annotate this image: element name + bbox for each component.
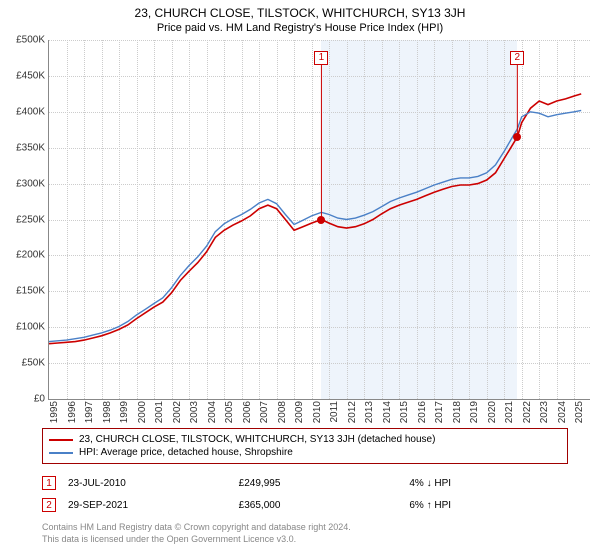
y-axis-label: £100K [16,322,45,333]
x-axis-label: 2009 [294,401,305,423]
x-axis-label: 2018 [452,401,463,423]
footer-line-1: Contains HM Land Registry data © Crown c… [42,522,568,534]
y-axis-label: £400K [16,106,45,117]
x-axis-label: 2024 [557,401,568,423]
legend: 23, CHURCH CLOSE, TILSTOCK, WHITCHURCH, … [42,428,568,464]
x-axis-label: 2008 [277,401,288,423]
legend-swatch [49,452,73,454]
y-axis-label: £450K [16,70,45,81]
x-axis-label: 2005 [224,401,235,423]
y-axis-label: £50K [22,358,45,369]
x-axis-label: 2000 [137,401,148,423]
y-axis-label: £300K [16,178,45,189]
x-axis-label: 2021 [504,401,515,423]
legend-label: HPI: Average price, detached house, Shro… [79,447,293,458]
x-axis-label: 2011 [329,401,340,423]
tx-date: 23-JUL-2010 [68,478,227,489]
x-axis-label: 2010 [312,401,323,423]
y-axis-label: £200K [16,250,45,261]
y-axis-label: £350K [16,142,45,153]
x-axis-label: 2017 [434,401,445,423]
x-axis-label: 2015 [399,401,410,423]
tx-hpi-delta: 6% ↑ HPI [409,500,568,511]
x-axis-label: 2003 [189,401,200,423]
table-row: 2 29-SEP-2021 £365,000 6% ↑ HPI [42,494,568,516]
x-axis-label: 1995 [49,401,60,423]
y-axis-label: £250K [16,214,45,225]
x-axis-label: 2007 [259,401,270,423]
legend-row: 23, CHURCH CLOSE, TILSTOCK, WHITCHURCH, … [49,433,561,446]
x-axis-label: 1997 [84,401,95,423]
y-axis-label: £150K [16,286,45,297]
x-axis-label: 2019 [469,401,480,423]
table-row: 1 23-JUL-2010 £249,995 4% ↓ HPI [42,472,568,494]
x-axis-label: 2023 [539,401,550,423]
y-axis-label: £0 [34,394,45,405]
legend-swatch [49,439,73,441]
footer-line-2: This data is licensed under the Open Gov… [42,534,568,546]
x-axis-label: 1998 [102,401,113,423]
legend-row: HPI: Average price, detached house, Shro… [49,446,561,459]
x-axis-label: 2025 [574,401,585,423]
x-axis-label: 2012 [347,401,358,423]
transaction-marker-box: 1 [314,51,328,65]
legend-label: 23, CHURCH CLOSE, TILSTOCK, WHITCHURCH, … [79,434,435,445]
x-axis-label: 2001 [154,401,165,423]
y-axis-label: £500K [16,35,45,46]
transaction-dot [513,133,521,141]
x-axis-label: 2016 [417,401,428,423]
tx-date: 29-SEP-2021 [68,500,227,511]
x-axis-label: 2006 [242,401,253,423]
transaction-dot [317,216,325,224]
tx-price: £249,995 [239,478,398,489]
x-axis-label: 2004 [207,401,218,423]
series-line [49,110,581,341]
transaction-marker-box: 2 [510,51,524,65]
x-axis-label: 2002 [172,401,183,423]
x-axis-label: 2014 [382,401,393,423]
tx-number-box: 1 [42,476,56,490]
x-axis-label: 2022 [522,401,533,423]
tx-number-box: 2 [42,498,56,512]
x-axis-label: 2020 [487,401,498,423]
plot-region: £0£50K£100K£150K£200K£250K£300K£350K£400… [48,40,590,400]
price-chart: £0£50K£100K£150K£200K£250K£300K£350K£400… [48,40,590,420]
page-subtitle: Price paid vs. HM Land Registry's House … [0,22,600,34]
tx-hpi-delta: 4% ↓ HPI [409,478,568,489]
x-axis-label: 2013 [364,401,375,423]
tx-price: £365,000 [239,500,398,511]
x-axis-label: 1996 [67,401,78,423]
series-line [49,94,581,344]
transaction-table: 1 23-JUL-2010 £249,995 4% ↓ HPI 2 29-SEP-2021… [42,472,568,516]
attribution-footer: Contains HM Land Registry data © Crown c… [42,522,568,545]
x-axis-label: 1999 [119,401,130,423]
page-title: 23, CHURCH CLOSE, TILSTOCK, WHITCHURCH, … [0,6,600,20]
